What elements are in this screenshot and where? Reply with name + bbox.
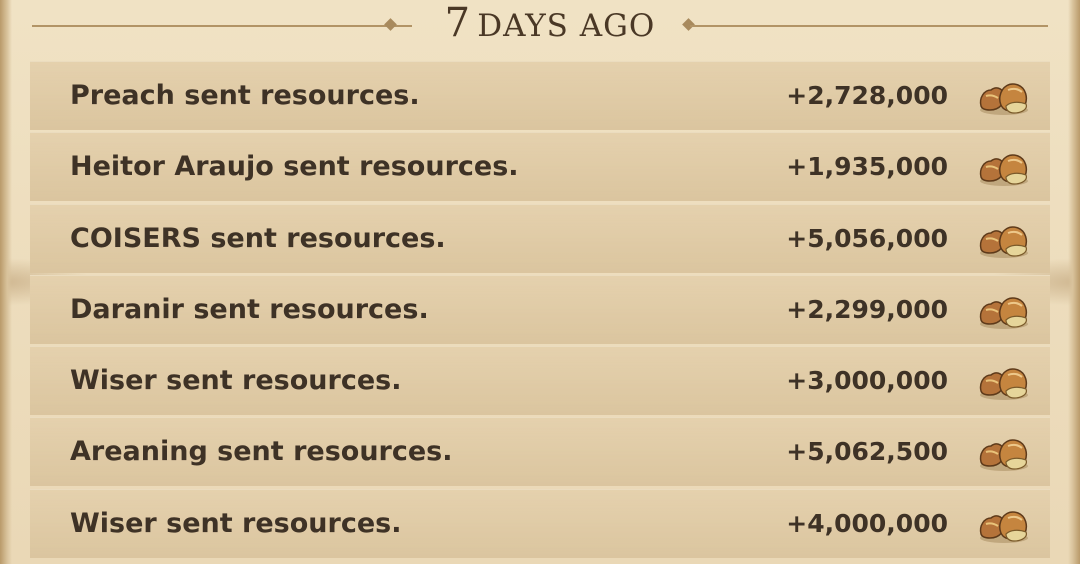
resource-amount: +2,728,000 — [786, 81, 948, 110]
header-divider-right — [690, 25, 1048, 27]
list-item: Areaning sent resources. +5,062,500 — [30, 417, 1050, 487]
list-item: Wiser sent resources. +4,000,000 — [30, 488, 1050, 558]
resource-amount: +5,056,000 — [786, 223, 948, 253]
log-entry-text: Wiser sent resources. — [70, 507, 402, 539]
resource-amount: +4,000,000 — [786, 508, 948, 538]
log-entry-text: Areaning sent resources. — [70, 436, 453, 468]
resource-sacks-icon — [979, 297, 1028, 329]
log-entry-text: COISERS sent resources. — [70, 222, 446, 254]
parchment-right-edge — [1068, 0, 1080, 564]
resource-sacks-icon — [979, 225, 1028, 258]
list-item: Heitor Araujo sent resources. +1,935,000 — [30, 132, 1050, 202]
resource-amount: +2,299,000 — [786, 294, 948, 324]
resource-sacks-icon — [979, 154, 1028, 187]
resource-amount: +3,000,000 — [786, 366, 948, 396]
log-entry-text: Preach sent resources. — [70, 80, 420, 111]
list-item: Preach sent resources. +2,728,000 — [30, 61, 1050, 130]
section-header: 7 DAYS AGO — [30, 0, 1050, 52]
section-title: 7 DAYS AGO — [410, 0, 690, 46]
section-title-text: DAYS AGO — [477, 8, 656, 44]
header-divider-left — [32, 25, 412, 27]
log-entry-text: Daranir sent resources. — [70, 293, 429, 325]
list-item: Wiser sent resources. +3,000,000 — [30, 346, 1050, 416]
header-diamond-left-icon — [384, 18, 397, 31]
parchment-left-edge — [0, 0, 12, 564]
list-item: Daranir sent resources. +2,299,000 — [30, 274, 1050, 344]
resource-amount: +5,062,500 — [786, 437, 948, 467]
resource-amount: +1,935,000 — [786, 152, 948, 182]
resource-sacks-icon — [979, 83, 1028, 115]
resource-sacks-icon — [979, 439, 1028, 472]
log-entry-text: Heitor Araujo sent resources. — [70, 151, 519, 183]
list-item: COISERS sent resources. +5,056,000 — [30, 203, 1050, 273]
resource-sacks-icon — [979, 368, 1028, 401]
resource-log-list: Preach sent resources. +2,728,000 Heitor… — [30, 61, 1050, 560]
section-title-number: 7 — [444, 0, 472, 46]
resource-sacks-icon — [979, 511, 1028, 543]
log-entry-text: Wiser sent resources. — [70, 365, 402, 397]
